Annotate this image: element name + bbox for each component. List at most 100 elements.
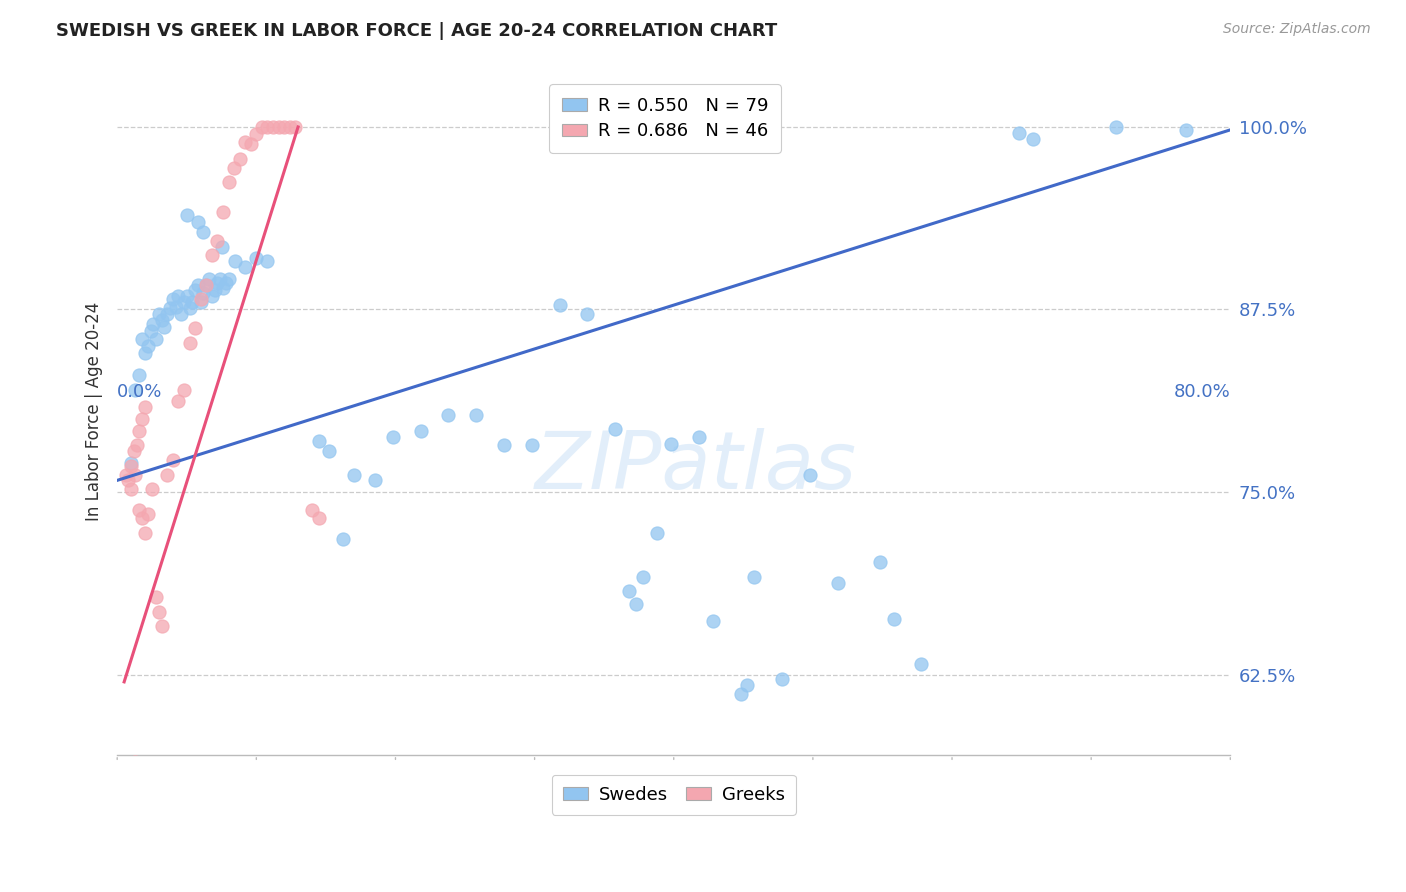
Point: [176, 289, 198, 303]
Point: [212, 280, 235, 294]
Point: [576, 307, 599, 321]
Point: [1174, 123, 1197, 137]
Point: [204, 284, 226, 298]
Point: [150, 312, 173, 326]
Point: [153, 320, 176, 334]
Point: [224, 254, 246, 268]
Point: [363, 474, 385, 488]
Point: [1105, 120, 1128, 134]
Point: [239, 137, 262, 152]
Text: ZIPatlas: ZIPatlas: [534, 427, 858, 506]
Point: [770, 672, 793, 686]
Point: [120, 456, 142, 470]
Point: [250, 120, 273, 134]
Point: [145, 590, 167, 604]
Point: [187, 277, 209, 292]
Point: [114, 467, 136, 482]
Point: [170, 307, 193, 321]
Point: [125, 438, 148, 452]
Point: [187, 215, 209, 229]
Point: [737, 678, 759, 692]
Point: [159, 301, 181, 315]
Point: [128, 502, 150, 516]
Point: [136, 507, 159, 521]
Point: [195, 277, 218, 292]
Point: [150, 619, 173, 633]
Point: [124, 755, 146, 769]
Point: [308, 511, 330, 525]
Point: [134, 401, 156, 415]
Point: [910, 657, 932, 672]
Point: [124, 467, 146, 482]
Point: [162, 453, 184, 467]
Point: [245, 252, 267, 266]
Point: [181, 295, 204, 310]
Point: [218, 176, 240, 190]
Point: [209, 272, 232, 286]
Point: [520, 438, 543, 452]
Point: [744, 570, 766, 584]
Point: [142, 317, 165, 331]
Point: [631, 570, 654, 584]
Point: [122, 444, 145, 458]
Point: [184, 321, 207, 335]
Point: [167, 289, 190, 303]
Point: [193, 225, 215, 239]
Point: [165, 300, 187, 314]
Point: [207, 234, 229, 248]
Point: [465, 408, 488, 422]
Point: [120, 458, 142, 473]
Text: Source: ZipAtlas.com: Source: ZipAtlas.com: [1223, 22, 1371, 37]
Point: [120, 482, 142, 496]
Point: [318, 444, 340, 458]
Point: [284, 120, 307, 134]
Point: [278, 120, 301, 134]
Point: [1244, 124, 1267, 138]
Point: [131, 511, 153, 525]
Point: [409, 424, 432, 438]
Point: [148, 605, 170, 619]
Point: [207, 276, 229, 290]
Point: [128, 368, 150, 383]
Point: [193, 286, 215, 301]
Point: [730, 687, 752, 701]
Text: SWEDISH VS GREEK IN LABOR FORCE | AGE 20-24 CORRELATION CHART: SWEDISH VS GREEK IN LABOR FORCE | AGE 20…: [56, 22, 778, 40]
Point: [124, 383, 146, 397]
Point: [145, 332, 167, 346]
Point: [492, 438, 515, 452]
Point: [883, 612, 905, 626]
Point: [619, 584, 641, 599]
Point: [156, 307, 179, 321]
Point: [343, 467, 366, 482]
Point: [1022, 131, 1045, 145]
Point: [624, 598, 647, 612]
Point: [218, 272, 240, 286]
Point: [702, 614, 724, 628]
Point: [131, 412, 153, 426]
Point: [212, 204, 235, 219]
Point: [211, 240, 233, 254]
Point: [162, 292, 184, 306]
Point: [827, 575, 849, 590]
Point: [245, 127, 267, 141]
Point: [128, 424, 150, 438]
Point: [273, 120, 295, 134]
Point: [167, 394, 190, 409]
Point: [233, 135, 256, 149]
Point: [173, 295, 195, 310]
Point: [134, 525, 156, 540]
Point: [179, 336, 201, 351]
Point: [201, 289, 224, 303]
Point: [256, 254, 278, 268]
Point: [179, 301, 201, 315]
Point: [381, 429, 404, 443]
Point: [117, 474, 139, 488]
Point: [148, 307, 170, 321]
Point: [190, 292, 212, 306]
Y-axis label: In Labor Force | Age 20-24: In Labor Force | Age 20-24: [86, 302, 103, 521]
Point: [141, 482, 163, 496]
Point: [332, 532, 354, 546]
Point: [869, 555, 891, 569]
Point: [645, 525, 668, 540]
Point: [262, 120, 284, 134]
